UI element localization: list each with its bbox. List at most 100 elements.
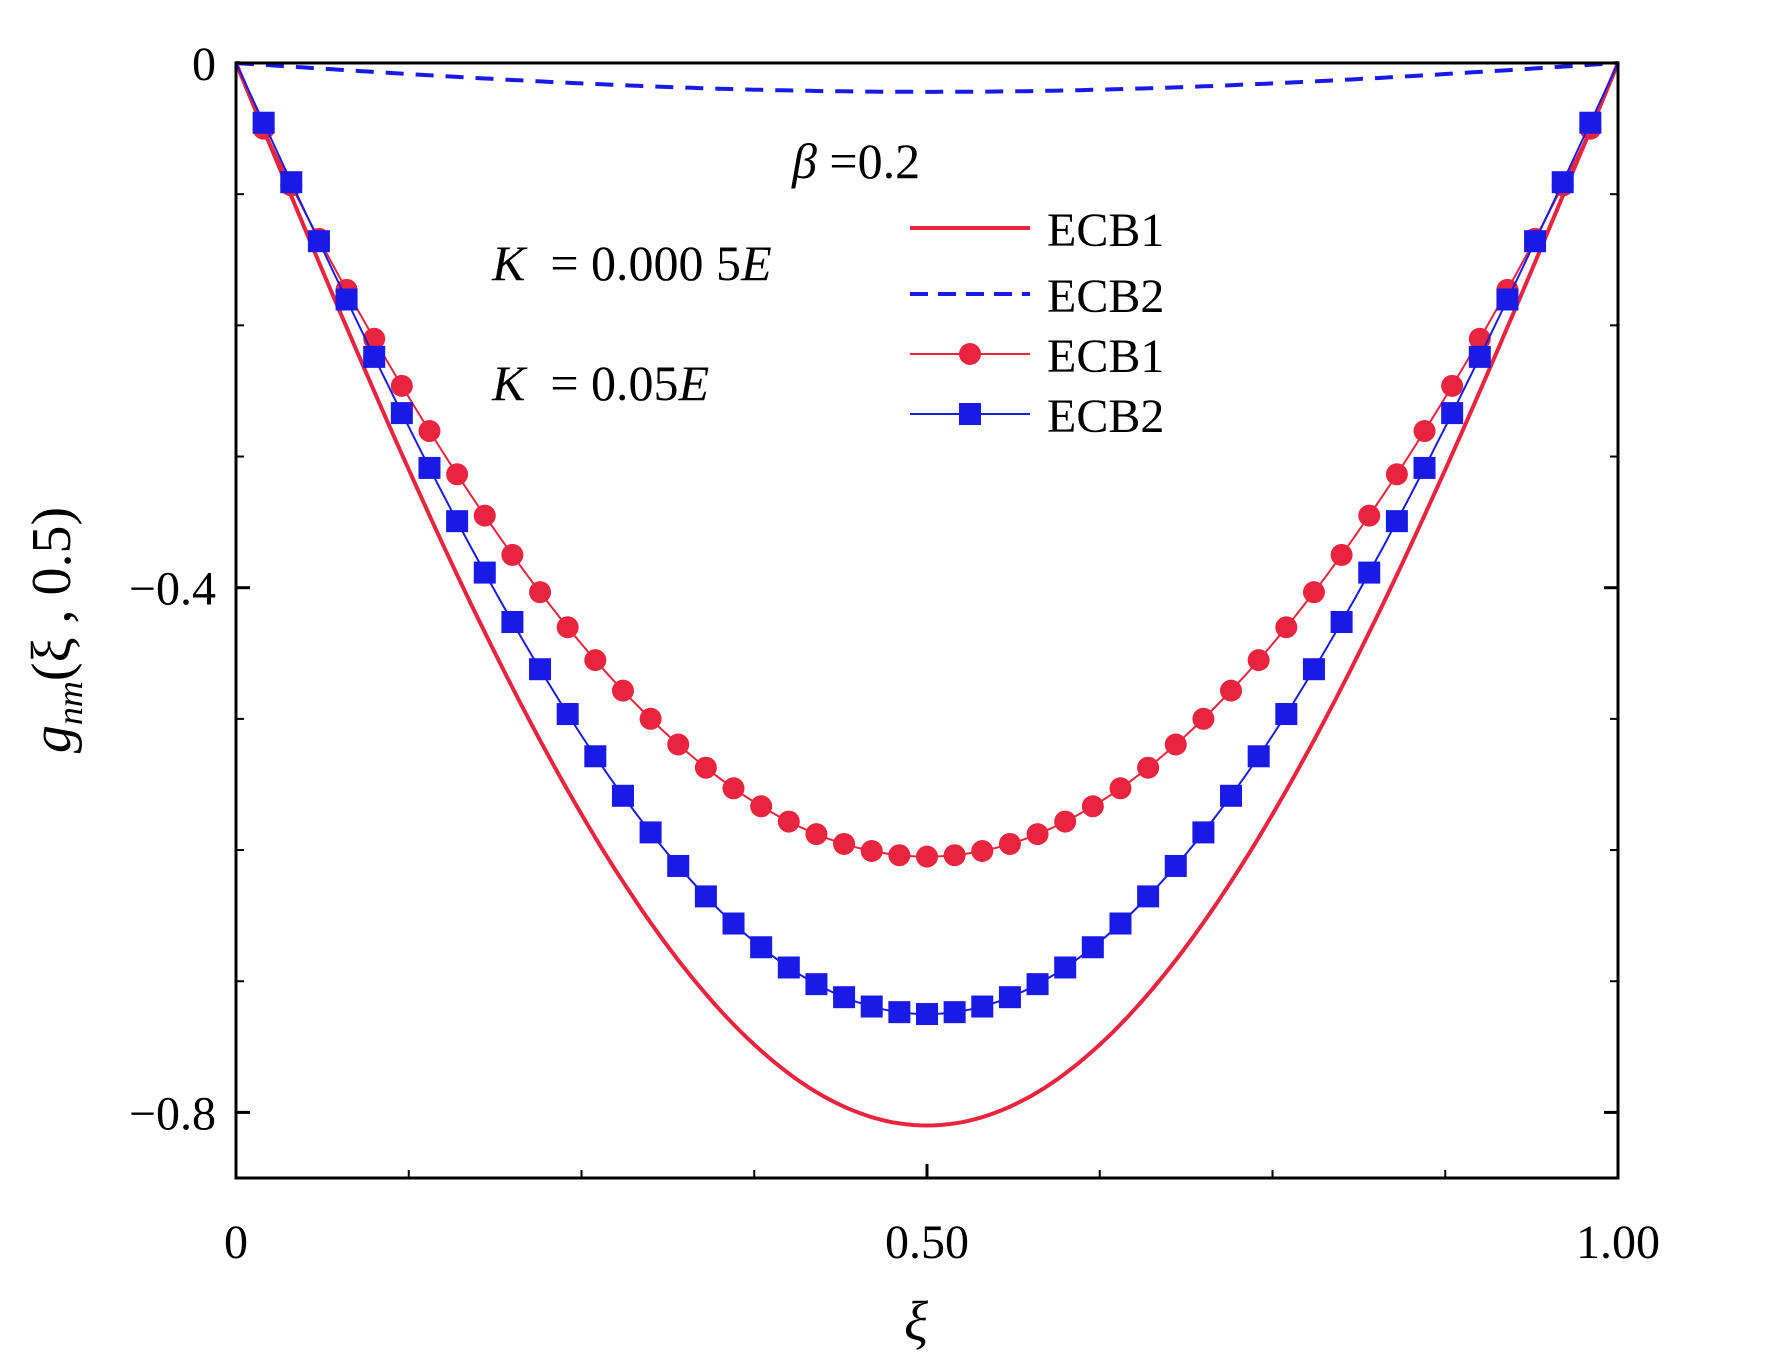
marker-ecb2-square (1192, 821, 1215, 844)
marker-ecb1-circle (1302, 581, 1325, 604)
marker-ecb1-circle (777, 810, 800, 833)
legend-item-ecb2-dashed: ECB2 (910, 270, 1164, 323)
marker-ecb1-circle (1137, 756, 1160, 779)
marker-ecb2-square (1468, 345, 1491, 368)
marker-ecb2-square (777, 956, 800, 979)
marker-ecb2-square (722, 912, 745, 935)
marker-ecb1-circle (1081, 795, 1104, 818)
marker-ecb2-square (363, 345, 386, 368)
y-tick-label: −0.8 (129, 1087, 216, 1140)
marker-ecb2-square (805, 973, 828, 996)
marker-ecb1-circle (1192, 707, 1215, 730)
beta-symbol: β (791, 133, 817, 189)
marker-ecb2-square (639, 821, 662, 844)
marker-ecb2-square (1524, 230, 1547, 253)
marker-ecb2-square (1137, 885, 1160, 908)
legend-label-ecb1-markers: ECB1 (1047, 330, 1164, 383)
marker-ecb2-square (667, 854, 690, 877)
plot-frame (234, 61, 1620, 1180)
tick-labels-layer: 0 0.50 1.00 0 −0.4 −0.8 (129, 38, 1660, 1269)
marker-ecb1-circle (1358, 504, 1381, 527)
marker-ecb2-square (1164, 854, 1187, 877)
marker-ecb1-circle (556, 616, 579, 639)
marker-ecb1-circle (805, 823, 828, 846)
x-tick-label: 1.00 (1576, 1216, 1660, 1269)
marker-ecb1-circle (1413, 420, 1436, 443)
marker-ecb2-square (252, 111, 275, 134)
k1-symbol: K (491, 235, 528, 291)
beta-value: =0.2 (817, 133, 920, 189)
marker-ecb2-square (280, 171, 303, 194)
marker-ecb2-square (1275, 703, 1298, 726)
marker-ecb1-circle (1275, 616, 1298, 639)
marker-ecb1-circle (1247, 649, 1270, 672)
x-tick-label: 0 (224, 1216, 248, 1269)
legend-label-ecb2-markers: ECB2 (1047, 390, 1164, 443)
marker-ecb2-square (1109, 912, 1132, 935)
k1-value: = 0.000 5 (525, 235, 741, 291)
beta-annotation: β =0.2 (791, 133, 920, 189)
marker-ecb2-square (750, 936, 773, 959)
series-line-ecb2-1 (235, 61, 1619, 94)
marker-ecb2-square (1302, 658, 1325, 681)
series-line-ecb1-0 (234, 62, 1620, 1128)
marker-ecb1-circle (446, 463, 469, 486)
marker-ecb1-circle (584, 649, 607, 672)
marker-ecb2-square (611, 784, 634, 807)
marker-ecb2-square (860, 995, 883, 1018)
marker-ecb1-circle (916, 845, 938, 868)
marker-ecb2-square (833, 986, 856, 1009)
marker-ecb2-square (584, 745, 607, 768)
series-line-ecb2-3 (235, 62, 1619, 1016)
marker-ecb1-circle (1164, 733, 1187, 756)
marker-ecb2-square (1026, 973, 1049, 996)
x-tick-label: 0.50 (885, 1216, 969, 1269)
marker-ecb2-square (556, 703, 579, 726)
marker-ecb2-square (694, 885, 717, 908)
marker-ecb1-circle (888, 844, 911, 867)
marker-ecb2-square (335, 288, 358, 311)
legend-item-ecb2-markers: ECB2 (910, 390, 1164, 443)
marker-ecb2-square (1358, 561, 1381, 584)
marker-ecb1-circle (1220, 679, 1243, 702)
marker-ecb2-square (916, 1003, 938, 1026)
marker-ecb2-square (1551, 171, 1574, 194)
marker-ecb2-square (446, 510, 469, 533)
marker-ecb2-square (1579, 111, 1602, 134)
legend-marker-ecb2 (959, 403, 981, 425)
marker-ecb1-circle (943, 844, 966, 867)
marker-ecb1-circle (473, 504, 496, 527)
marker-ecb2-square (1054, 956, 1077, 979)
marker-ecb1-circle (722, 777, 745, 800)
marker-ecb1-circle (694, 756, 717, 779)
y-axis-title-args: (ξ , 0.5) (21, 507, 83, 681)
marker-ecb2-square (1496, 288, 1519, 311)
k2-value: = 0.05 (525, 355, 678, 411)
marker-ecb2-square (529, 658, 552, 681)
marker-ecb1-circle (971, 839, 994, 862)
marker-ecb2-square (1220, 784, 1243, 807)
marker-ecb1-circle (998, 832, 1021, 855)
marker-ecb1-circle (611, 679, 634, 702)
y-axis-title-sub: nm (50, 681, 90, 725)
x-axis-title: ξ (904, 1291, 928, 1353)
k2-symbol: K (491, 355, 528, 411)
marker-ecb1-circle (1330, 543, 1353, 566)
marker-ecb1-circle (639, 707, 662, 730)
k1-annotation: K = 0.000 5E (491, 235, 772, 291)
svg-text:gnm(ξ , 0.5): gnm(ξ , 0.5) (21, 507, 90, 753)
marker-ecb1-circle (529, 581, 552, 604)
marker-ecb1-circle (833, 832, 856, 855)
marker-ecb1-circle (750, 795, 773, 818)
legend-item-ecb1-solid: ECB1 (910, 204, 1164, 257)
marker-ecb1-circle (1109, 777, 1132, 800)
marker-ecb2-square (473, 561, 496, 584)
marker-ecb2-square (943, 1001, 966, 1024)
marker-ecb1-circle (667, 733, 690, 756)
marker-ecb1-circle (1385, 463, 1408, 486)
legend: ECB1 ECB2 ECB1 ECB2 (910, 204, 1164, 443)
marker-ecb1-circle (418, 420, 441, 443)
marker-ecb2-square (418, 456, 441, 479)
marker-ecb2-square (998, 986, 1021, 1009)
